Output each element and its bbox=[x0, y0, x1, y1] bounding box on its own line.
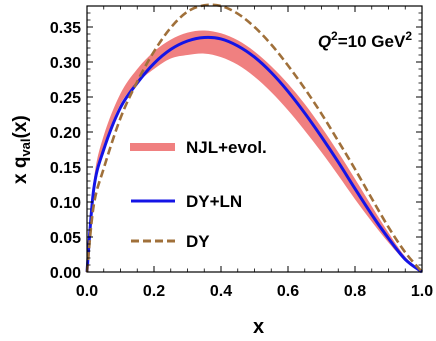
y-axis-label-main: x q bbox=[10, 157, 31, 184]
x-tick-label: 0.2 bbox=[143, 283, 165, 300]
x-tick-label: 0.8 bbox=[344, 283, 366, 300]
annotation-prefix: Q bbox=[318, 32, 331, 51]
x-tick-label: 1.0 bbox=[411, 283, 433, 300]
x-tick-label: 0.4 bbox=[210, 283, 232, 300]
y-tick-label: 0.10 bbox=[50, 195, 81, 212]
legend-label-dy-ln: DY+LN bbox=[186, 192, 242, 211]
y-tick-label: 0.00 bbox=[50, 265, 81, 282]
legend-label-njl-evol: NJL+evol. bbox=[186, 138, 267, 157]
legend: NJL+evol. DY+LN DY bbox=[130, 138, 267, 251]
annotation-sup2: 2 bbox=[405, 29, 412, 43]
series-line-dy-ln bbox=[85, 35, 423, 274]
series-line-dy bbox=[85, 3, 423, 273]
q2-annotation: Q2=10 GeV2 bbox=[318, 29, 413, 51]
annotation-mid: =10 GeV bbox=[338, 32, 406, 51]
legend-label-dy: DY bbox=[186, 232, 210, 251]
y-tick-label: 0.05 bbox=[50, 230, 81, 247]
y-tick-label: 0.15 bbox=[50, 160, 81, 177]
x-axis-label: x bbox=[253, 316, 264, 338]
y-tick-label: 0.35 bbox=[50, 20, 81, 37]
x-tick-label: 0.0 bbox=[76, 283, 98, 300]
x-tick-label: 0.6 bbox=[277, 283, 299, 300]
y-axis-label: x qval(x) bbox=[10, 115, 33, 184]
ticks-layer: 0.0 0.2 0.4 0.6 0.8 1.0 0.00 0.05 0.10 0.15 0.20 0.… bbox=[50, 6, 433, 300]
lines-layer bbox=[85, 3, 423, 274]
y-tick-label: 0.25 bbox=[50, 90, 81, 107]
y-axis-label-tail: (x) bbox=[10, 115, 31, 138]
y-tick-label: 0.30 bbox=[50, 55, 81, 72]
y-tick-label: 0.20 bbox=[50, 125, 81, 142]
legend-swatch-njl-evol bbox=[130, 143, 175, 151]
annotation-sup: 2 bbox=[331, 29, 338, 43]
y-axis-label-sub: val bbox=[18, 138, 33, 156]
